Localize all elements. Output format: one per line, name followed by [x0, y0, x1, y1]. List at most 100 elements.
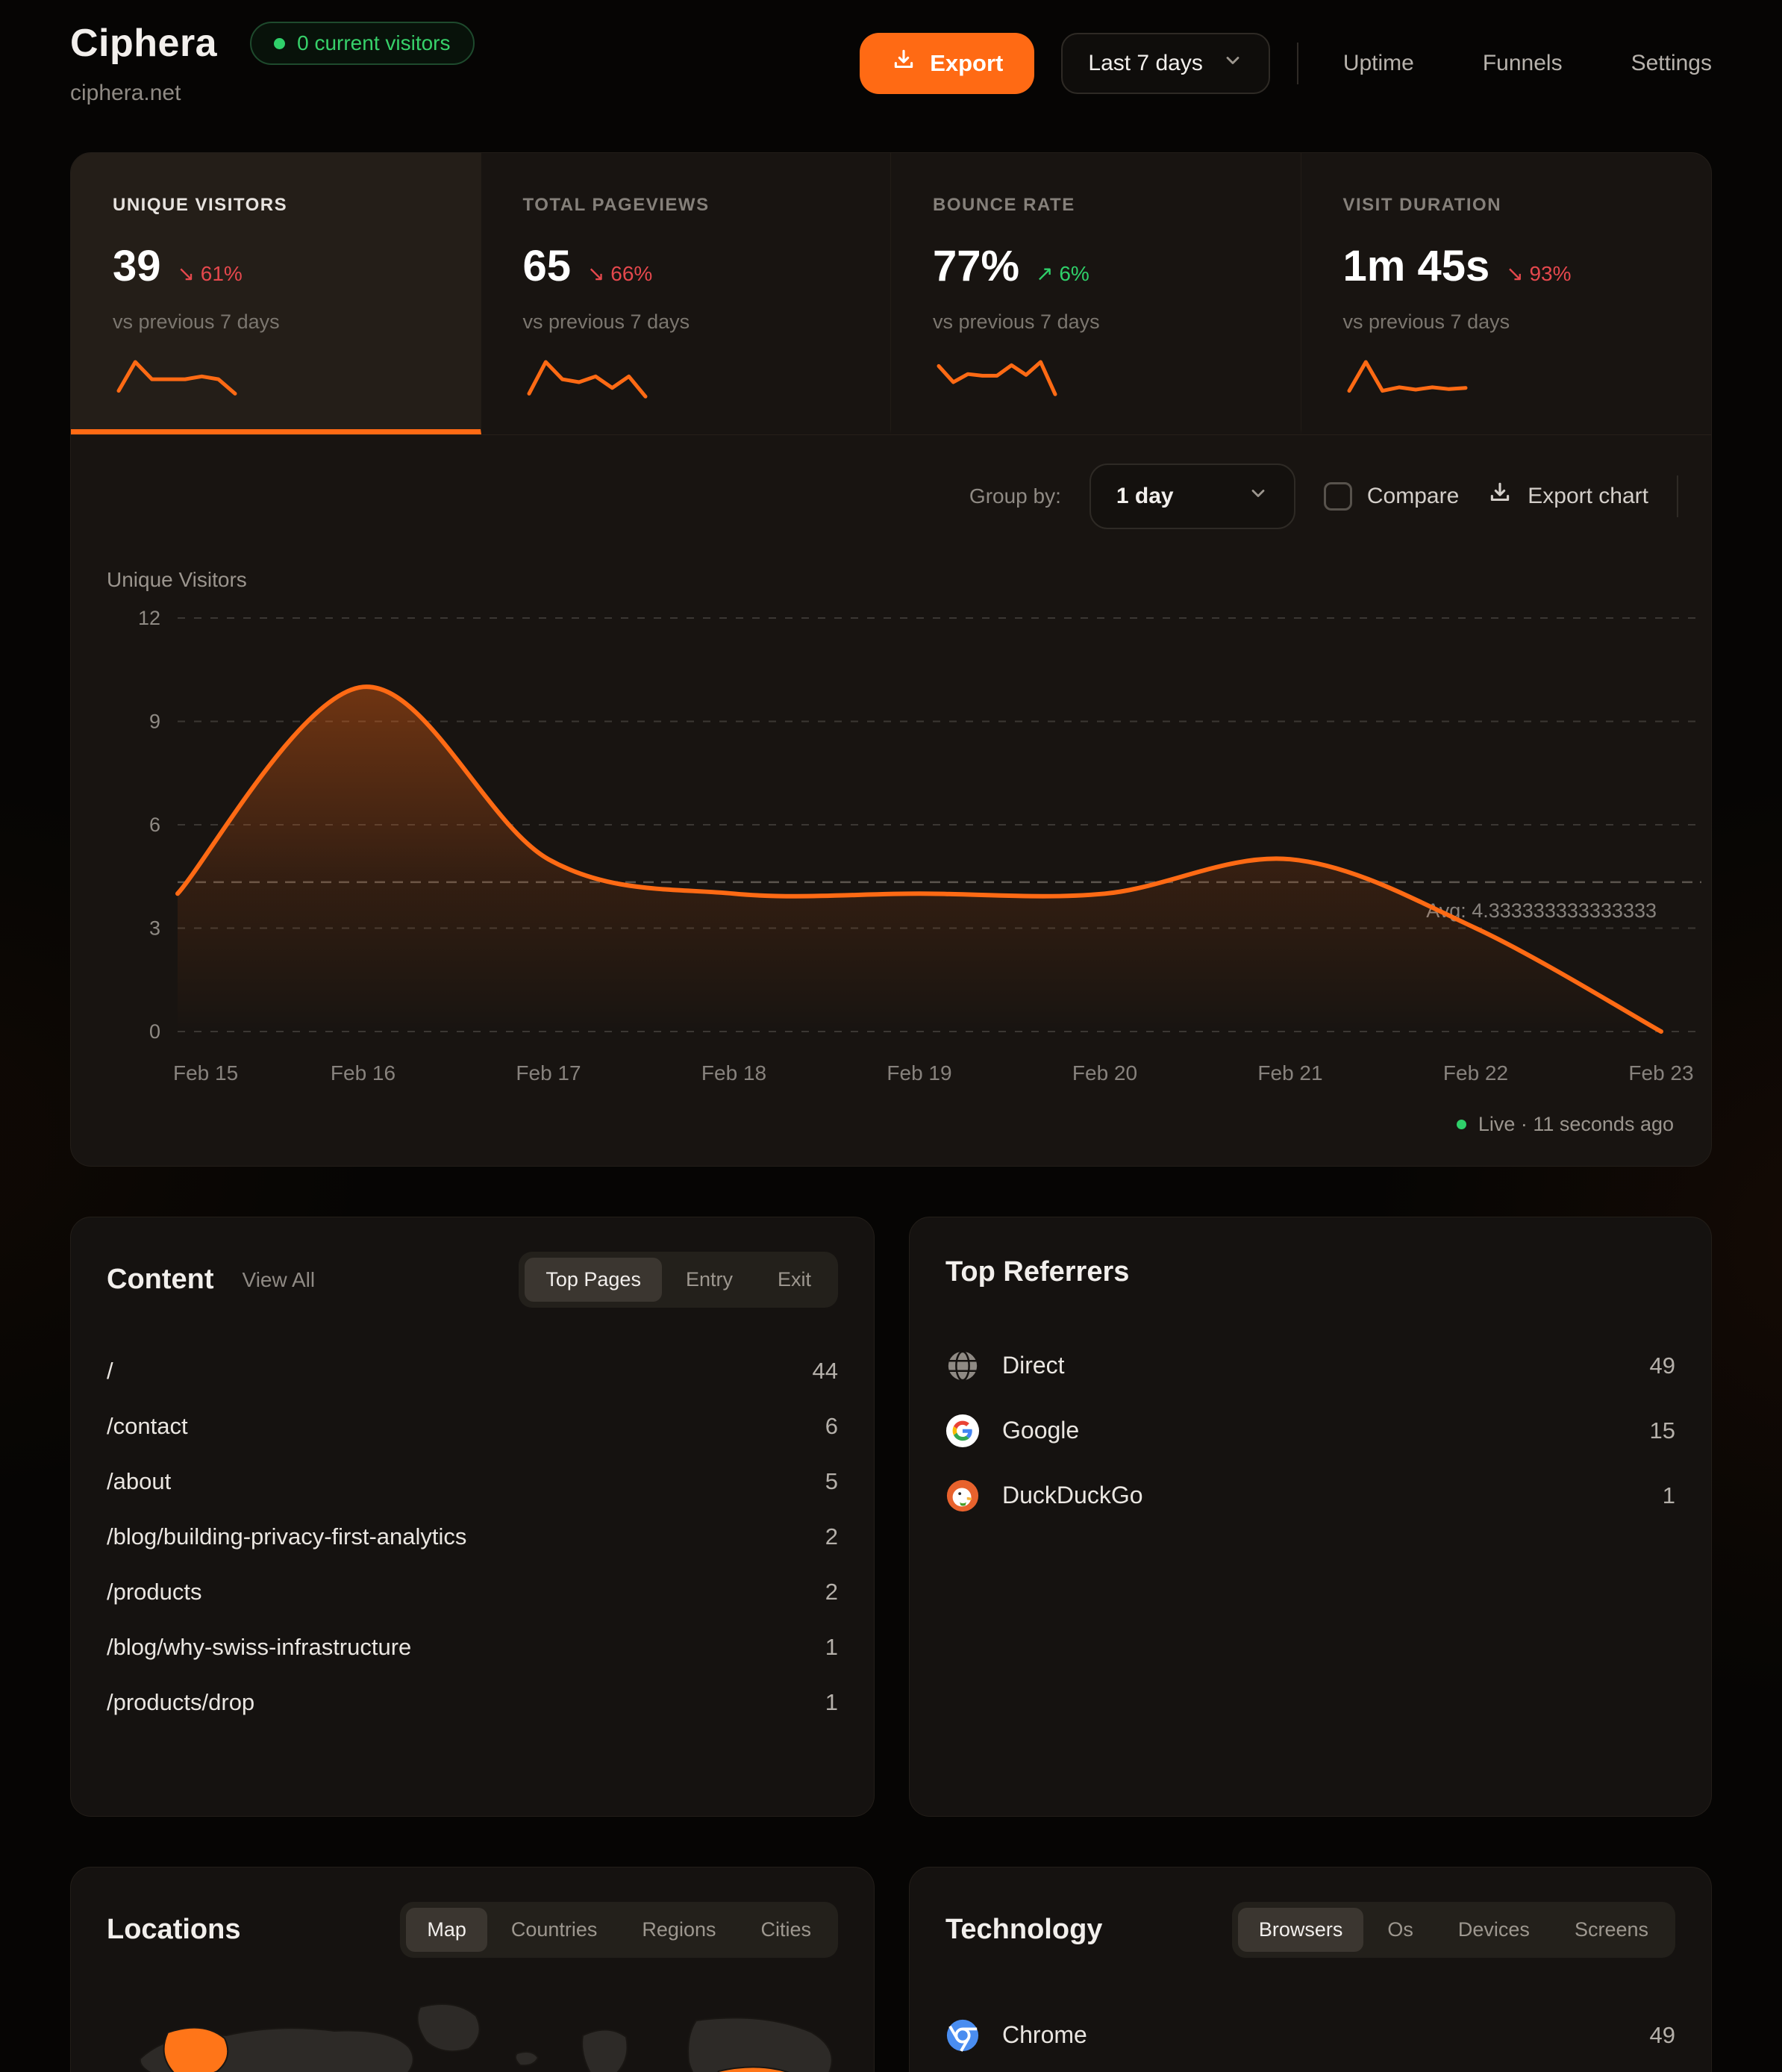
world-map[interactable]: [99, 1988, 845, 2072]
referrer-duckduckgo[interactable]: DuckDuckGo 1: [945, 1463, 1675, 1528]
referrer-direct[interactable]: Direct 49: [945, 1333, 1675, 1398]
locations-title: Locations: [107, 1914, 241, 1945]
globe-icon: [945, 1349, 980, 1383]
page-path: /blog/why-swiss-infrastructure: [107, 1634, 412, 1660]
stat-compare-label: vs previous 7 days: [933, 311, 1100, 333]
live-status: Live · 11 seconds ago: [71, 1113, 1711, 1166]
technology-rows: Chrome 49 Firefox15: [945, 2003, 1675, 2072]
stat-label: VISIT DURATION: [1342, 195, 1502, 215]
stat-cell-unique-visitors[interactable]: UNIQUE VISITORS 39 ↘ 61% vs previous 7 days: [71, 153, 481, 434]
content-row[interactable]: /products 2: [107, 1564, 838, 1620]
stat-value: 65: [522, 242, 572, 290]
technology-title: Technology: [945, 1914, 1103, 1945]
page-count: 1: [825, 1689, 838, 1715]
site-title: Ciphera: [70, 22, 218, 65]
tab-devices[interactable]: Devices: [1457, 1918, 1530, 1941]
stat-sparkline: [523, 355, 849, 407]
content-row[interactable]: /contact 6: [107, 1399, 838, 1454]
svg-text:Feb 15: Feb 15: [173, 1061, 238, 1085]
compare-toggle[interactable]: Compare: [1323, 482, 1460, 511]
svg-text:Feb 21: Feb 21: [1257, 1061, 1322, 1085]
content-row[interactable]: /blog/why-swiss-infrastructure 1: [107, 1620, 838, 1675]
export-chart-button[interactable]: Export chart: [1487, 481, 1648, 512]
export-button[interactable]: Export: [860, 33, 1035, 94]
referrer-name: DuckDuckGo: [1002, 1482, 1143, 1508]
svg-text:Feb 20: Feb 20: [1072, 1061, 1137, 1085]
tab-map[interactable]: Map: [406, 1908, 487, 1952]
page-count: 6: [825, 1413, 838, 1439]
page-count: 2: [825, 1579, 838, 1605]
compare-label: Compare: [1366, 484, 1460, 508]
chart-section: Group by: 1 day Compare Export chart Uni…: [71, 435, 1711, 1166]
stat-delta: ↘ 66%: [587, 262, 653, 285]
group-by-select[interactable]: 1 day: [1089, 464, 1295, 529]
stat-value: 39: [113, 242, 161, 290]
view-all-link[interactable]: View All: [242, 1267, 316, 1291]
chevron-down-icon: [1248, 483, 1269, 510]
chart-y-axis-title: Unique Visitors: [107, 568, 247, 591]
referrer-count: 1: [1662, 1482, 1675, 1508]
live-status-text: Live · 11 seconds ago: [1478, 1113, 1674, 1135]
page-path: /blog/building-privacy-first-analytics: [107, 1523, 467, 1550]
svg-text:Feb 16: Feb 16: [331, 1061, 396, 1085]
header: Ciphera 0 current visitors ciphera.net E…: [70, 21, 1712, 106]
stat-cell-bounce-rate[interactable]: BOUNCE RATE 77% ↗ 6% vs previous 7 days: [891, 153, 1301, 434]
browser-firefox[interactable]: Firefox15: [945, 2068, 1675, 2072]
technology-tabs: Browsers Os Devices Screens: [1231, 1902, 1675, 1958]
content-row[interactable]: /products/drop 1: [107, 1675, 838, 1730]
browser-count: 49: [1649, 2021, 1675, 2048]
stat-delta: ↘ 61%: [177, 262, 243, 285]
stat-value: 77%: [933, 242, 1020, 290]
tab-top-pages[interactable]: Top Pages: [525, 1258, 662, 1302]
page-count: 44: [812, 1358, 838, 1384]
stat-label: UNIQUE VISITORS: [113, 195, 288, 215]
page-path: /products: [107, 1579, 202, 1605]
tab-exit[interactable]: Exit: [777, 1268, 811, 1291]
stat-delta: ↘ 93%: [1506, 262, 1572, 285]
tab-countries[interactable]: Countries: [510, 1918, 598, 1941]
nav-funnels[interactable]: Funnels: [1482, 51, 1563, 75]
svg-text:Feb 22: Feb 22: [1443, 1061, 1508, 1085]
stat-cell-total-pageviews[interactable]: TOTAL PAGEVIEWS 65 ↘ 66% vs previous 7 days: [481, 153, 891, 434]
group-by-value: 1 day: [1116, 484, 1174, 508]
date-range-select[interactable]: Last 7 days: [1061, 33, 1270, 94]
stat-sparkline: [1343, 355, 1670, 407]
tab-browsers[interactable]: Browsers: [1237, 1908, 1364, 1952]
chart-controls-divider: [1677, 475, 1678, 517]
content-title: Content: [107, 1264, 214, 1295]
content-card: Content View All Top Pages Entry Exit /44/…: [70, 1217, 875, 1817]
content-row[interactable]: / 44: [107, 1344, 838, 1399]
cards-row-2: Locations Map Countries Regions Cities Tech…: [70, 1867, 1712, 2072]
visitors-line-chart[interactable]: 0 3 6 9 12 Avg: 4.333333333333333 Feb 15 Feb 16…: [71, 595, 1712, 1117]
compare-checkbox[interactable]: [1323, 482, 1352, 511]
download-icon: [1487, 481, 1513, 512]
content-rows: / 44/contact 6/about 5/blog/building-privac…: [107, 1344, 838, 1730]
svg-text:Feb 17: Feb 17: [516, 1061, 581, 1085]
stat-delta: ↗ 6%: [1036, 262, 1089, 285]
content-row[interactable]: /blog/building-privacy-first-analytics 2: [107, 1509, 838, 1564]
nav-settings[interactable]: Settings: [1631, 51, 1712, 75]
page-count: 2: [825, 1523, 838, 1550]
nav-uptime[interactable]: Uptime: [1342, 51, 1414, 75]
technology-card: Technology Browsers Os Devices Screens Chro…: [909, 1867, 1712, 2072]
browser-chrome[interactable]: Chrome 49: [945, 2003, 1675, 2068]
svg-text:Feb 18: Feb 18: [701, 1061, 766, 1085]
top-nav: Uptime Funnels Settings: [1343, 51, 1712, 76]
tab-entry[interactable]: Entry: [685, 1268, 733, 1291]
referrer-count: 15: [1649, 1417, 1675, 1444]
tab-os[interactable]: Os: [1387, 1918, 1413, 1941]
stat-cell-visit-duration[interactable]: VISIT DURATION 1m 45s ↘ 93% vs previous 7 d…: [1301, 153, 1712, 434]
tab-cities[interactable]: Cities: [760, 1918, 811, 1941]
svg-text:9: 9: [149, 711, 160, 733]
tab-regions[interactable]: Regions: [642, 1918, 716, 1941]
current-visitors-badge[interactable]: 0 current visitors: [250, 22, 475, 65]
referrer-google[interactable]: Google 15: [945, 1398, 1675, 1463]
site-domain: ciphera.net: [70, 81, 181, 105]
content-row[interactable]: /about 5: [107, 1454, 838, 1509]
locations-tabs: Map Countries Regions Cities: [400, 1902, 838, 1958]
page-path: /: [107, 1358, 113, 1384]
tab-screens[interactable]: Screens: [1574, 1918, 1648, 1941]
overview-card: UNIQUE VISITORS 39 ↘ 61% vs previous 7 days…: [70, 152, 1712, 1167]
country-united-states: [163, 2026, 229, 2072]
